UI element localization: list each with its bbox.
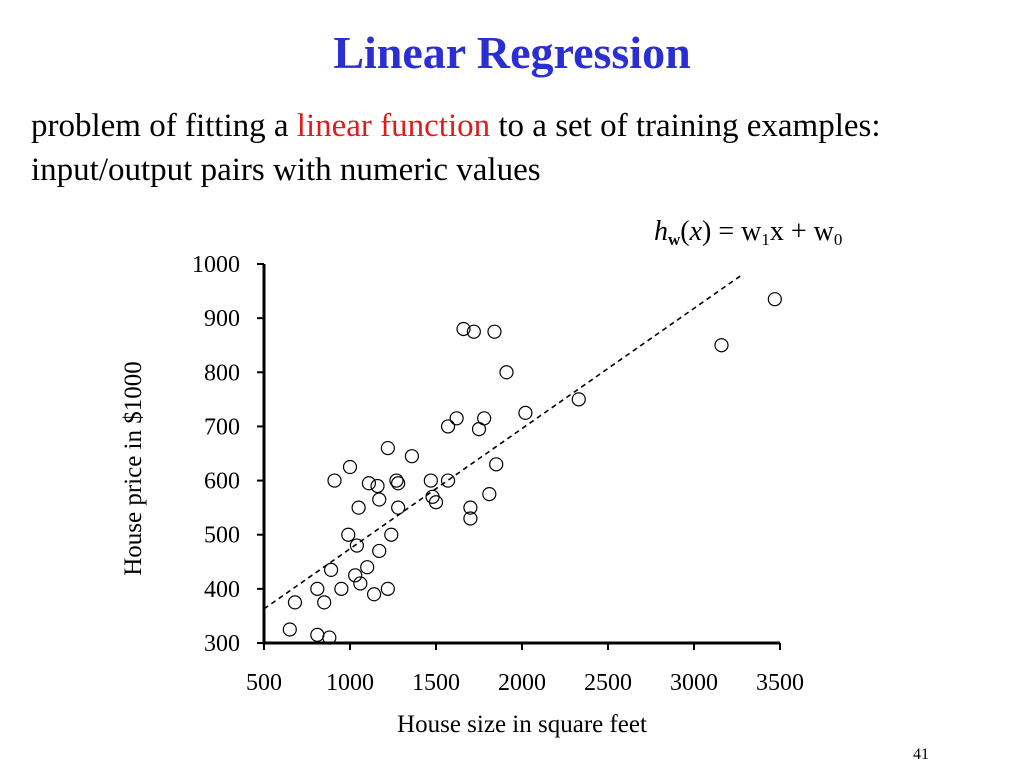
x-axis-label: House size in square feet [397, 711, 647, 738]
x-tick-label: 3000 [670, 670, 718, 696]
data-point [428, 495, 444, 510]
regression-formula: hw(x) = w1x + w0 [654, 216, 843, 249]
data-point [353, 576, 368, 591]
x-tick-label: 1000 [326, 670, 374, 696]
data-point [348, 568, 363, 583]
data-point [463, 500, 478, 515]
formula-w-bold: w [668, 230, 681, 249]
data-point [487, 324, 502, 339]
y-axis-label: House price in $1000 [120, 361, 147, 576]
data-point [380, 581, 395, 596]
data-point [310, 627, 325, 642]
data-point [440, 473, 456, 488]
x-tick-label: 2000 [498, 670, 546, 696]
data-point [714, 338, 729, 353]
y-tick-label: 500 [204, 523, 240, 549]
y-tick-label: 300 [204, 631, 240, 657]
x-tick-label: 1500 [412, 670, 460, 696]
data-point [767, 292, 782, 307]
data-point [341, 527, 356, 542]
x-tick-label: 500 [246, 670, 282, 696]
data-point [287, 595, 303, 610]
data-point [391, 500, 406, 515]
data-point [372, 492, 387, 507]
data-point [499, 365, 514, 380]
data-point [317, 595, 332, 610]
data-point [489, 457, 504, 472]
data-point [323, 562, 339, 578]
slide-title: Linear Regression [333, 27, 691, 78]
intro-text: problem of fitting a linear function to … [31, 104, 1011, 192]
data-point [482, 487, 497, 502]
formula-eq: = w [711, 216, 762, 247]
y-tick-label: 400 [204, 577, 240, 603]
data-point [349, 538, 364, 553]
formula-sub0: 0 [833, 230, 843, 249]
x-tick-label: 3500 [756, 670, 804, 696]
y-tick-label: 800 [204, 360, 240, 386]
page-number: 41 [913, 746, 929, 763]
data-point [384, 527, 399, 542]
data-point [471, 422, 487, 437]
formula-sub1: 1 [761, 230, 770, 249]
x-tick-label: 2500 [584, 670, 632, 696]
regression-fit-line [263, 275, 741, 610]
data-point [366, 587, 382, 602]
data-point [391, 476, 406, 491]
data-point [351, 500, 366, 515]
data-point [310, 581, 325, 596]
data-point [449, 411, 464, 426]
data-point [361, 476, 377, 491]
y-tick-label: 700 [204, 414, 240, 440]
y-tick-label: 600 [204, 469, 240, 495]
data-point [282, 622, 297, 637]
data-point [327, 473, 342, 488]
data-point [466, 324, 481, 339]
data-point [440, 419, 456, 434]
data-point [518, 405, 533, 420]
data-point [342, 459, 358, 475]
data-point [370, 478, 385, 494]
data-point [380, 440, 395, 456]
y-tick-label: 900 [204, 306, 240, 332]
intro-highlight: linear function [296, 108, 491, 144]
data-point [372, 543, 387, 559]
data-point [571, 392, 586, 407]
intro-text-after: to a set of training examples: input/out… [31, 108, 881, 188]
y-tick-label: 1000 [192, 252, 240, 278]
data-point [456, 321, 471, 337]
data-point [404, 449, 420, 464]
data-point [334, 581, 349, 596]
intro-text-before: problem of fitting a [31, 108, 297, 144]
data-point [389, 473, 404, 488]
formula-mid: x + w [769, 216, 834, 247]
data-point [463, 511, 478, 526]
data-point [360, 560, 375, 575]
formula-x: x [689, 216, 703, 247]
data-point [423, 473, 438, 488]
formula-h: h [654, 216, 668, 247]
